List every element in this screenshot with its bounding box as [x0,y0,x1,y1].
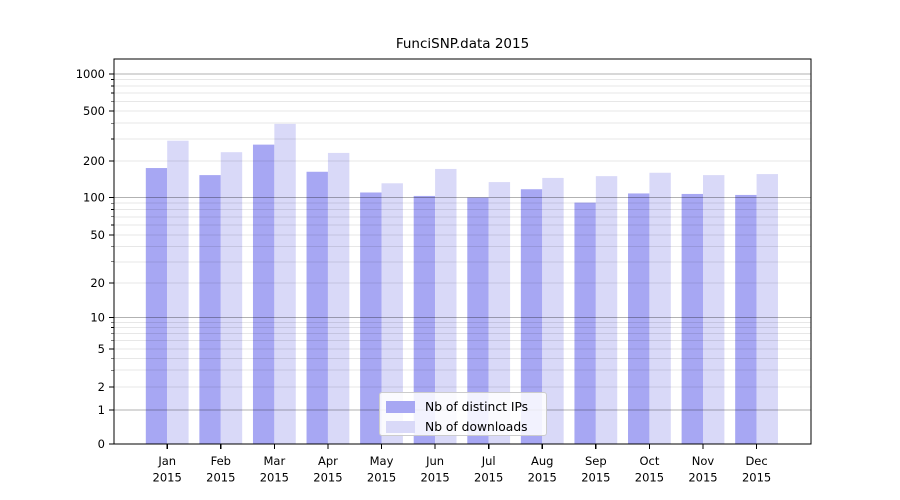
bar-feb-distinct-ips [199,175,221,445]
y-tick-label: 100 [83,191,105,205]
x-tick-label-year: 2015 [313,471,342,485]
bar-may-distinct-ips [360,192,382,444]
chart-title: FunciSNP.data 2015 [395,36,530,52]
bar-nov-downloads [703,175,725,445]
bar-sep-distinct-ips [574,202,596,444]
bar-sep-downloads [595,176,618,444]
bar-jun-distinct-ips [413,195,436,444]
x-tick-label-month: Sep [585,454,607,468]
x-tick-label-month: Oct [639,454,659,468]
x-tick-label-year: 2015 [367,471,396,485]
legend-swatch-downloads [386,421,415,433]
x-tick-label-month: Jun [425,454,444,468]
y-tick-label: 50 [90,228,105,242]
bar-oct-distinct-ips [628,193,650,444]
y-tick-label: 1000 [76,67,105,81]
legend: Nb of distinct IPs Nb of downloads [379,392,547,436]
bar-aug-distinct-ips [520,189,543,444]
bar-jan-downloads [167,140,189,444]
bar-mar-distinct-ips [252,144,275,444]
x-tick-label-month: Jul [481,454,496,468]
x-tick-label-month: Feb [211,454,231,468]
x-tick-label-month: Dec [745,454,767,468]
x-tick-label-year: 2015 [474,471,503,485]
legend-swatch-distinct-ips [386,401,415,413]
y-tick-label: 200 [83,154,105,168]
x-tick-label-year: 2015 [581,471,610,485]
x-tick-label-year: 2015 [635,471,664,485]
bar-apr-distinct-ips [306,171,328,445]
bar-jul-downloads [488,182,511,444]
y-tick-label: 0 [98,437,105,451]
bar-aug-downloads [542,177,564,444]
x-tick-label-month: Nov [692,454,715,468]
x-tick-label-month: Apr [318,454,338,468]
x-tick-label-month: Jan [157,454,176,468]
legend-item-downloads: Nb of downloads [386,419,538,435]
y-tick-label: 500 [83,104,105,118]
x-tick-label-year: 2015 [420,471,449,485]
x-tick-label-month: Aug [531,454,553,468]
y-tick-label: 1 [98,403,105,417]
y-tick-label: 20 [90,276,105,290]
bar-feb-downloads [220,152,243,444]
bar-may-downloads [381,183,403,444]
x-tick-label-year: 2015 [742,471,771,485]
bar-jan-distinct-ips [145,168,168,444]
x-tick-label-month: Mar [264,454,286,468]
x-tick-label-year: 2015 [206,471,235,485]
y-tick-label: 2 [98,380,105,394]
bar-dec-downloads [756,174,778,445]
y-tick-label: 5 [98,342,105,356]
x-tick-label-year: 2015 [260,471,289,485]
bar-nov-distinct-ips [681,193,703,444]
bar-jul-distinct-ips [467,197,489,444]
bar-oct-downloads [649,172,671,445]
y-tick-label: 10 [90,311,105,325]
legend-item-distinct-ips: Nb of distinct IPs [386,399,538,415]
x-tick-label-month: May [370,454,394,468]
legend-label-downloads: Nb of downloads [425,420,528,434]
x-tick-label-year: 2015 [688,471,717,485]
x-tick-label-year: 2015 [153,471,182,485]
bar-apr-downloads [327,152,350,444]
x-tick-label-year: 2015 [528,471,557,485]
axes-spines [113,58,812,445]
bar-jun-downloads [435,168,457,445]
bar-dec-distinct-ips [735,194,757,444]
bar-mar-downloads [274,123,296,444]
legend-label-distinct-ips: Nb of distinct IPs [425,400,529,414]
